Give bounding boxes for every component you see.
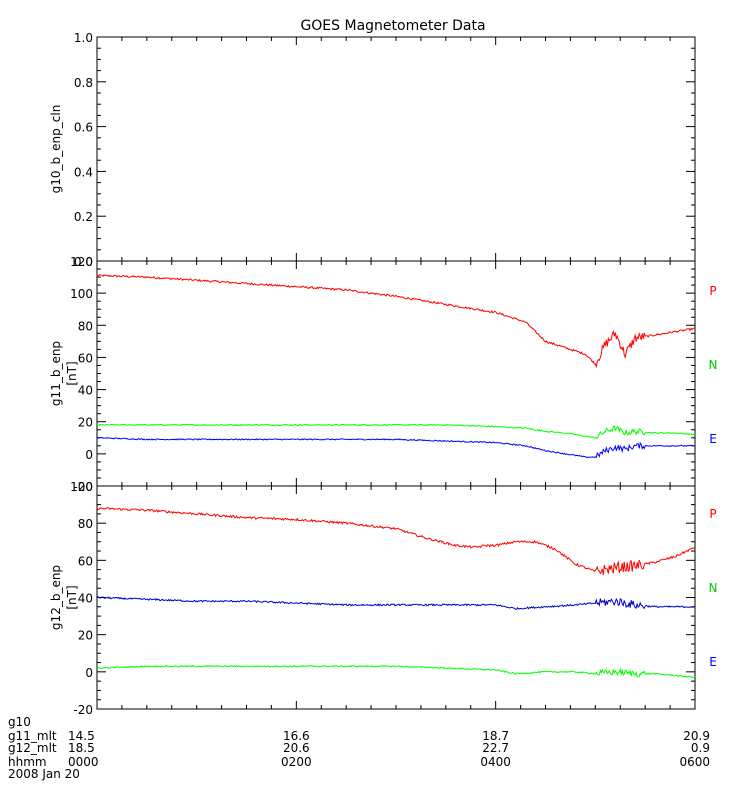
y-tick-label: 40 [78, 592, 93, 606]
x-tick-value: 0.9 [691, 741, 710, 755]
y-tick-label: 0.6 [74, 121, 93, 135]
x-tick-value: 0000 [68, 755, 99, 769]
panel-frame [96, 485, 696, 710]
y-tick-label: 60 [78, 351, 93, 365]
y-tick-label: 60 [78, 554, 93, 568]
x-tick-value: 14.5 [68, 729, 95, 743]
x-tick-value: 16.6 [283, 729, 310, 743]
y-tick-label: 0.0 [74, 255, 93, 269]
y-tick-label: -20 [73, 703, 93, 717]
x-tick-value: 0400 [480, 755, 511, 769]
x-tick-value: 22.7 [482, 741, 509, 755]
panel-2: -20 0 20 40 60 80 100 120 g11_b_enp [nT] P N E [49, 255, 717, 494]
x-row-label: hhmm [8, 755, 47, 769]
y-tick-label: 40 [78, 384, 93, 398]
y-tick-label: 0.8 [74, 76, 93, 90]
panel-3: -20 0 20 40 60 80 100 g12_b_enp [nT] P N E [49, 480, 717, 717]
y-axis-unit: [nT] [65, 361, 79, 385]
y-tick-label: 0.4 [74, 165, 93, 179]
y-tick-label: 0 [85, 666, 93, 680]
x-row-label: g10 [8, 715, 31, 729]
panel-1: 0.0 0.2 0.4 0.6 0.8 1.0 g10_b_enp_cln [49, 31, 696, 269]
y-axis-label: g11_b_enp [49, 341, 63, 406]
series-line-e [96, 664, 696, 679]
y-tick-label: 20 [78, 416, 93, 430]
y-tick-label: 120 [70, 255, 93, 269]
x-tick-value: 0200 [281, 755, 312, 769]
panel-frame [96, 36, 696, 262]
x-row-label: g12_mlt [8, 741, 57, 755]
x-tick-value: 20.9 [683, 729, 710, 743]
y-tick-label: 80 [78, 517, 93, 531]
legend-label-p: P [709, 284, 716, 298]
y-axis-label: g12_b_enp [49, 565, 63, 630]
x-tick-value: 18.7 [482, 729, 509, 743]
series-line-n [96, 595, 696, 611]
legend-label-n: N [709, 581, 718, 595]
series-line-n [96, 423, 696, 439]
legend-label-e: E [709, 432, 717, 446]
y-tick-label: 20 [78, 629, 93, 643]
x-tick-value: 20.6 [283, 741, 310, 755]
y-tick-label: 100 [70, 480, 93, 494]
x-row-label: g11_mlt [8, 729, 57, 743]
y-tick-label: 100 [70, 287, 93, 301]
series-line-p [96, 507, 696, 576]
legend-label-p: P [709, 507, 716, 521]
y-axis-unit: [nT] [65, 585, 79, 609]
legend-label-n: N [709, 358, 718, 372]
chart-title: GOES Magnetometer Data [300, 18, 485, 34]
x-tick-value: 18.5 [68, 741, 95, 755]
y-tick-label: 0.2 [74, 210, 93, 224]
y-tick-label: -20 [73, 480, 93, 494]
y-tick-label: 0 [85, 448, 93, 462]
x-tick-value: 0600 [679, 755, 710, 769]
series-line-p [96, 274, 696, 369]
y-tick-label: 80 [78, 319, 93, 333]
series-line-e [96, 436, 696, 459]
y-axis-label: g10_b_enp_cln [49, 105, 63, 194]
x-row-label: 2008 Jan 20 [8, 767, 80, 781]
y-tick-label: 1.0 [74, 31, 93, 45]
legend-label-e: E [709, 655, 717, 669]
